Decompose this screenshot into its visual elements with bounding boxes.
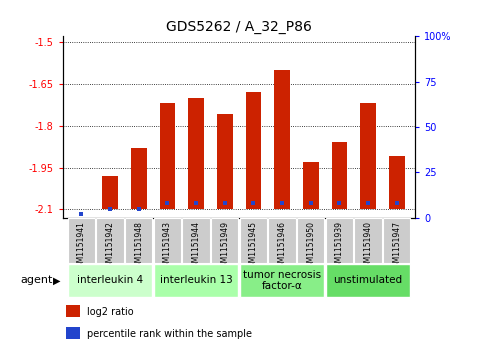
Bar — [383, 218, 411, 263]
Text: GSM1151948: GSM1151948 — [134, 221, 143, 272]
Bar — [188, 98, 204, 209]
Text: GSM1151941: GSM1151941 — [77, 221, 86, 272]
Bar — [97, 218, 124, 263]
Text: interleukin 4: interleukin 4 — [77, 276, 143, 285]
Text: GSM1151939: GSM1151939 — [335, 221, 344, 272]
Bar — [183, 218, 210, 263]
Bar — [274, 70, 290, 209]
Bar — [125, 218, 152, 263]
Bar — [240, 218, 267, 263]
Bar — [159, 103, 175, 209]
Bar — [217, 114, 233, 209]
Text: unstimulated: unstimulated — [334, 276, 403, 285]
Text: GSM1151949: GSM1151949 — [220, 221, 229, 272]
Bar — [360, 103, 376, 209]
Bar — [68, 264, 152, 297]
Bar — [154, 264, 239, 297]
Text: interleukin 13: interleukin 13 — [160, 276, 232, 285]
Bar — [326, 264, 411, 297]
Text: GSM1151950: GSM1151950 — [306, 221, 315, 272]
Bar — [240, 264, 325, 297]
Bar — [66, 305, 80, 317]
Bar — [211, 218, 239, 263]
Bar — [245, 92, 261, 209]
Text: GSM1151940: GSM1151940 — [364, 221, 372, 272]
Bar — [66, 327, 80, 339]
Bar — [131, 148, 147, 209]
Text: log2 ratio: log2 ratio — [87, 307, 134, 317]
Bar — [355, 218, 382, 263]
Bar — [389, 156, 405, 209]
Bar — [331, 142, 347, 209]
Bar — [303, 162, 319, 209]
Text: percentile rank within the sample: percentile rank within the sample — [87, 329, 253, 339]
Text: GSM1151946: GSM1151946 — [278, 221, 286, 272]
Bar — [297, 218, 325, 263]
Bar — [68, 218, 95, 263]
Title: GDS5262 / A_32_P86: GDS5262 / A_32_P86 — [166, 20, 312, 34]
Bar — [326, 218, 353, 263]
Text: tumor necrosis
factor-α: tumor necrosis factor-α — [243, 270, 321, 291]
Text: GSM1151947: GSM1151947 — [392, 221, 401, 272]
Text: GSM1151944: GSM1151944 — [192, 221, 200, 272]
Bar — [154, 218, 181, 263]
Text: agent: agent — [21, 276, 53, 285]
Bar — [102, 176, 118, 209]
Text: GSM1151943: GSM1151943 — [163, 221, 172, 272]
Text: GSM1151942: GSM1151942 — [106, 221, 114, 272]
Text: GSM1151945: GSM1151945 — [249, 221, 258, 272]
Text: ▶: ▶ — [53, 276, 60, 285]
Bar — [269, 218, 296, 263]
